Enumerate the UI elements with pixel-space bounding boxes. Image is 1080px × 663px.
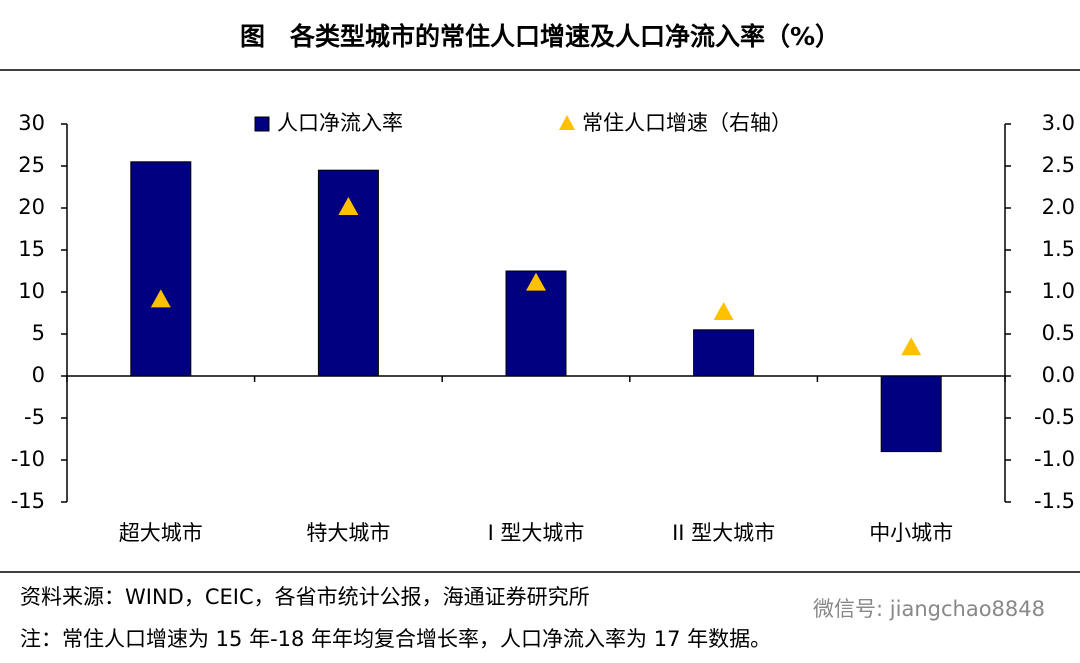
x-tick-label: 超大城市 (119, 521, 203, 545)
legend-label: 常住人口增速（右轴） (582, 111, 792, 135)
y-tick-label: 30 (18, 111, 45, 135)
triangle-marker (901, 337, 922, 356)
y-tick-label: 0 (32, 363, 45, 387)
x-tick-label: 中小城市 (869, 521, 953, 545)
y-tick-label: -5 (24, 405, 45, 429)
x-tick-label: 特大城市 (306, 521, 390, 545)
bar (693, 329, 755, 377)
y-tick-label: 10 (18, 279, 45, 303)
watermark: 微信号: jiangchao8848 (813, 597, 1045, 621)
legend-swatch (254, 116, 270, 132)
y-tick-label: -15 (11, 489, 45, 513)
bar (880, 375, 942, 453)
y2-tick-label: 1.0 (1042, 279, 1075, 303)
y-tick-label: 5 (32, 321, 45, 345)
y2-tick-label: 2.5 (1042, 153, 1075, 177)
y-tick-label: 20 (18, 195, 45, 219)
y2-tick-label: 0.5 (1042, 321, 1075, 345)
footnote: 注：常住人口增速为 15 年-18 年年均复合增长率，人口净流入率为 17 年数… (20, 627, 771, 651)
y2-tick-label: 1.5 (1042, 237, 1075, 261)
y-tick-label: 15 (18, 237, 45, 261)
triangle-marker (526, 272, 546, 291)
source-note: 资料来源：WIND，CEIC，各省市统计公报，海通证券研究所 (20, 585, 590, 609)
y2-tick-label: -0.5 (1034, 405, 1075, 429)
y2-tick-label: 2.0 (1042, 195, 1075, 219)
y2-tick-label: -1.0 (1034, 447, 1075, 471)
y2-tick-label: 3.0 (1042, 111, 1075, 135)
legend-label: 人口净流入率 (277, 111, 403, 135)
triangle-marker (338, 197, 359, 215)
y2-tick-label: -1.5 (1034, 489, 1075, 513)
triangle-marker (150, 289, 171, 308)
legend-swatch (559, 115, 575, 130)
x-tick-label: I 型大城市 (488, 521, 585, 545)
y-tick-label: -10 (11, 447, 45, 471)
bar (130, 161, 192, 377)
x-tick-label: II 型大城市 (672, 521, 775, 545)
chart-title: 图 各类型城市的常住人口增速及人口净流入率（%） (240, 22, 840, 51)
triangle-marker (713, 302, 734, 320)
y-tick-label: 25 (18, 153, 45, 177)
y2-tick-label: 0.0 (1042, 363, 1075, 387)
